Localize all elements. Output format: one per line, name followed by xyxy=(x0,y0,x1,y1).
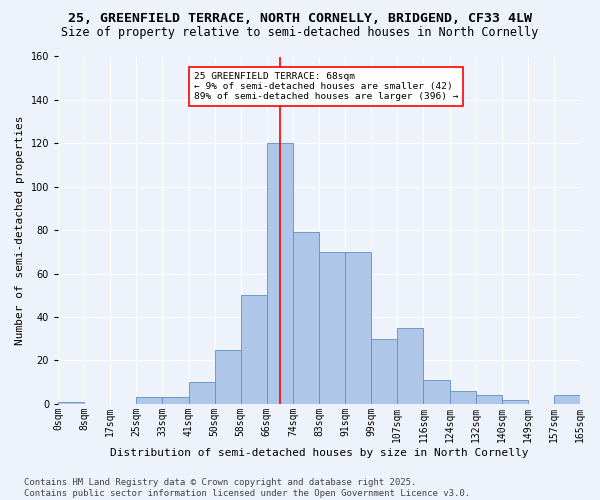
Bar xyxy=(476,395,502,404)
Bar xyxy=(554,395,580,404)
Bar xyxy=(58,402,84,404)
Text: Contains HM Land Registry data © Crown copyright and database right 2025.
Contai: Contains HM Land Registry data © Crown c… xyxy=(24,478,470,498)
Bar xyxy=(502,400,528,404)
Bar xyxy=(188,382,215,404)
Bar xyxy=(449,391,476,404)
Text: Size of property relative to semi-detached houses in North Cornelly: Size of property relative to semi-detach… xyxy=(61,26,539,39)
Bar xyxy=(267,144,293,404)
Bar xyxy=(241,296,267,404)
Bar xyxy=(397,328,424,404)
Text: 25, GREENFIELD TERRACE, NORTH CORNELLY, BRIDGEND, CF33 4LW: 25, GREENFIELD TERRACE, NORTH CORNELLY, … xyxy=(68,12,532,26)
Y-axis label: Number of semi-detached properties: Number of semi-detached properties xyxy=(15,116,25,345)
Bar xyxy=(319,252,345,404)
Bar xyxy=(293,232,319,404)
Bar xyxy=(163,398,188,404)
Text: 25 GREENFIELD TERRACE: 68sqm
← 9% of semi-detached houses are smaller (42)
89% o: 25 GREENFIELD TERRACE: 68sqm ← 9% of sem… xyxy=(194,72,458,102)
Bar xyxy=(215,350,241,404)
Bar xyxy=(345,252,371,404)
Bar xyxy=(424,380,449,404)
X-axis label: Distribution of semi-detached houses by size in North Cornelly: Distribution of semi-detached houses by … xyxy=(110,448,528,458)
Bar xyxy=(371,339,397,404)
Bar xyxy=(136,398,163,404)
